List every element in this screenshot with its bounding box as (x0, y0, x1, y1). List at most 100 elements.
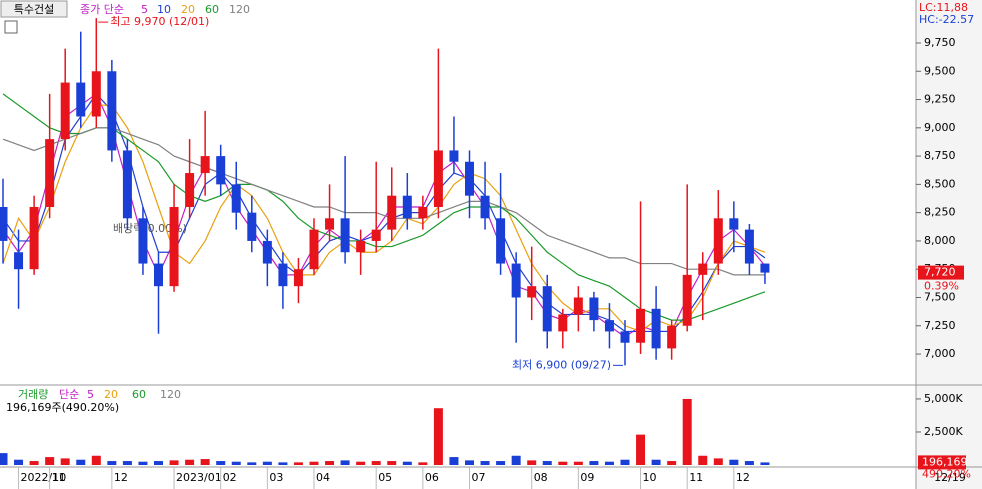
legend-entry: 10 (157, 3, 171, 16)
last-volume: 196,169 (922, 455, 968, 468)
volume-legend-entry: 5 (87, 388, 94, 401)
y-tick-label: 9,750 (924, 36, 956, 49)
candle-body (387, 195, 397, 230)
x-tick-label: 03 (269, 471, 283, 484)
candle-body (356, 240, 366, 253)
axis-area (916, 0, 982, 489)
candle-body (371, 229, 381, 241)
volume-bar (293, 462, 303, 465)
y-tick-label: 9,000 (924, 121, 956, 134)
candle-body (604, 320, 614, 332)
candle-body (169, 206, 179, 287)
volume-bar (682, 398, 692, 465)
candle-body (744, 229, 754, 264)
lc: LC:11,88 (919, 1, 968, 14)
candle-body (91, 71, 101, 117)
change: 0.39% (924, 280, 959, 293)
x-tick-label: 05 (378, 471, 392, 484)
volume-bar (91, 455, 101, 465)
candle-body (620, 331, 630, 343)
ma-line (2, 127, 765, 276)
volume-bar (527, 460, 537, 465)
current-date: 12/19 (934, 471, 966, 484)
candle-body (293, 269, 303, 287)
y-tick-label: 9,500 (924, 64, 956, 77)
volume-bar (573, 461, 583, 465)
candle-body (402, 195, 412, 219)
x-tick-label: 07 (472, 471, 486, 484)
x-tick-label: 11 (689, 471, 703, 484)
volume-bar (744, 461, 754, 465)
volume-bar (169, 460, 179, 465)
candle-body (231, 184, 241, 213)
y-tick-label: 7,000 (924, 347, 956, 360)
volume-bar (589, 461, 599, 465)
y-tick-label: 9,250 (924, 93, 956, 106)
candle-body (325, 218, 335, 230)
volume-bar (107, 461, 117, 465)
hc: HC:-22.57 (919, 13, 974, 26)
volume-bar (449, 457, 459, 465)
x-tick-label: 2022/10 (21, 471, 67, 484)
candle-body (511, 263, 521, 298)
candle-body (729, 218, 739, 230)
volume-bar (247, 462, 257, 465)
candle-body (154, 263, 163, 287)
last-price-box (918, 265, 964, 280)
x-tick-label: 06 (425, 471, 439, 484)
candle-body (636, 308, 646, 343)
volume-bar (636, 434, 646, 465)
candle-body (449, 150, 459, 162)
volume-bar (154, 461, 163, 465)
candle-body (589, 297, 599, 321)
volume-bar (76, 459, 86, 465)
x-tick-label: 02 (223, 471, 237, 484)
volume-bar (542, 461, 552, 465)
volume-bar (418, 462, 428, 465)
volume-bar (480, 461, 490, 465)
stock-box[interactable] (0, 0, 68, 18)
x-tick-label: 04 (316, 471, 330, 484)
candle-body (60, 82, 70, 140)
volume-bar (122, 461, 132, 465)
y-tick-label: 8,750 (924, 149, 956, 162)
volume-bar (667, 461, 677, 465)
x-tick-label: 09 (580, 471, 594, 484)
ma-prefix: 종가 단순 (80, 3, 124, 16)
volume-bar (356, 461, 366, 465)
candle-body (713, 218, 723, 264)
candle-body (122, 150, 132, 219)
volume-tick-label: 2,500K (924, 425, 963, 438)
volume-bar (760, 462, 770, 465)
candle-body (558, 314, 568, 332)
x-tick-label: 11 (52, 471, 66, 484)
volume-bar (0, 453, 8, 465)
volume-legend-entry: 60 (132, 388, 146, 401)
candle-body (542, 286, 552, 332)
candle-body (480, 195, 490, 219)
volume-bar (698, 455, 708, 465)
candle-body (418, 206, 428, 219)
candle-body (667, 325, 677, 349)
candle-body (138, 218, 148, 264)
candle-body (14, 252, 24, 270)
volume-bar (387, 461, 397, 465)
candle-body (262, 240, 272, 264)
volume-bar (29, 461, 39, 465)
candle-body (309, 229, 319, 270)
volume-bar (620, 459, 630, 465)
candle-body (340, 218, 350, 253)
volume-legend-entry: 120 (160, 388, 181, 401)
candle-body (107, 71, 117, 151)
x-tick-label: 10 (643, 471, 657, 484)
volume-bar (309, 461, 319, 465)
volume-legend-entry: 단순 (59, 388, 79, 401)
candle-body (185, 173, 195, 207)
candle-body (760, 263, 770, 273)
x-tick-label: 2023/01 (176, 471, 222, 484)
volume-bar (496, 461, 506, 465)
candle-body (29, 206, 39, 270)
grid-icon[interactable] (4, 20, 18, 34)
